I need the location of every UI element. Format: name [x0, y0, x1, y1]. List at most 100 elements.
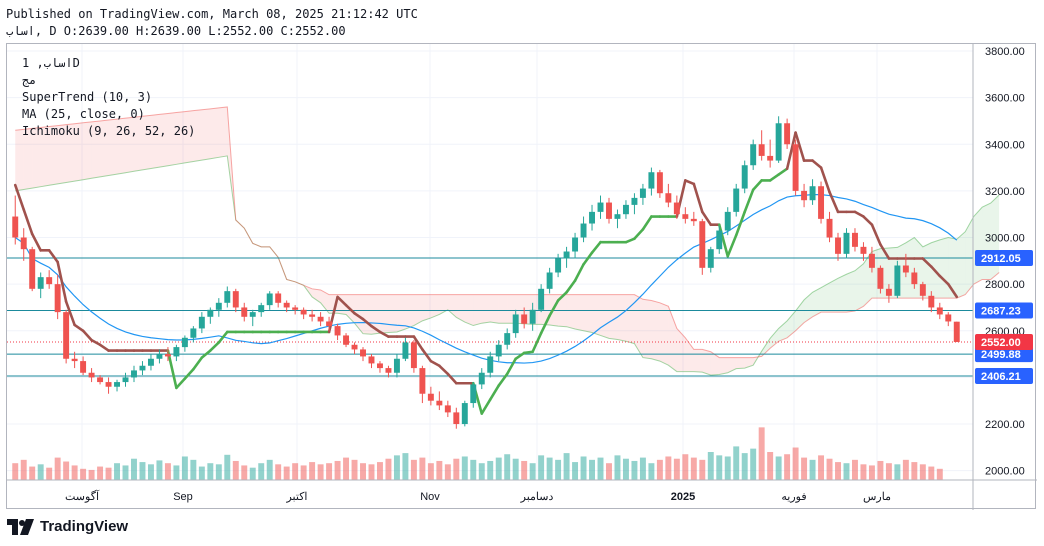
volume-bar [639, 457, 646, 480]
candle [419, 365, 426, 404]
candle-body [351, 344, 358, 350]
volume-bar [444, 464, 451, 480]
candle [275, 291, 282, 308]
candle-body [716, 230, 723, 250]
candle-body [521, 314, 528, 324]
candle [131, 365, 137, 383]
candle-body [300, 309, 307, 315]
ichimoku-cloud-segment [685, 337, 694, 372]
candle [215, 298, 222, 317]
candle-body [181, 337, 188, 348]
candle-body [606, 202, 612, 219]
candle [885, 284, 892, 303]
legend-ma[interactable]: MA (25, close, 0) [22, 107, 145, 121]
legend-symbol-name: مج [22, 73, 37, 87]
candle [173, 344, 180, 362]
candle-body [860, 246, 867, 254]
volume-bar [580, 456, 587, 480]
candle-body [784, 123, 791, 145]
supertrend-segment [726, 233, 738, 258]
volume-bar [750, 448, 757, 480]
candle-body [29, 249, 36, 289]
legend-ichimoku[interactable]: Ichimoku (9, 26, 52, 26) [22, 124, 196, 138]
chart-canvas[interactable]: 2000.002200.002400.002600.002800.003000.… [7, 44, 1037, 510]
candle [164, 347, 171, 362]
volume-bar [37, 464, 44, 480]
price-tick-label: 2200.00 [985, 419, 1025, 431]
supertrend-segment [378, 330, 390, 338]
ichimoku-cloud-segment [948, 237, 957, 299]
supertrend-segment [938, 274, 950, 286]
volume-bar [860, 464, 867, 480]
volume-bar [402, 453, 409, 480]
ichimoku-cloud-segment [201, 108, 211, 161]
supertrend-segment [768, 173, 780, 182]
volume-bar [555, 459, 562, 480]
supertrend-segment [446, 372, 458, 385]
candle-body [818, 186, 825, 219]
volume-bar [241, 465, 248, 480]
price-tag-bg [975, 302, 1033, 319]
volume-bar [529, 463, 536, 480]
supertrend-segment [344, 303, 356, 315]
supertrend-segment [734, 210, 747, 237]
candle [563, 246, 570, 268]
candle [529, 302, 536, 331]
volume-bar [410, 459, 417, 480]
candle-body [385, 368, 392, 373]
candle-body [690, 218, 697, 222]
ichimoku-cloud-segment [396, 294, 406, 332]
ma-line [14, 194, 958, 364]
legend-supertrend[interactable]: SuperTrend (10, 3) [22, 90, 153, 104]
volume-bar [461, 456, 468, 480]
volume-bar [614, 455, 621, 480]
candle [699, 218, 706, 275]
supertrend-segment [13, 183, 26, 211]
price-tick-label: 3600.00 [985, 93, 1025, 105]
supertrend-segment [862, 215, 874, 226]
supertrend-segment [353, 311, 365, 321]
candle [224, 286, 231, 308]
tradingview-logo-text: TradingView [40, 518, 129, 535]
candle [402, 337, 409, 362]
ichimoku-cloud-segment [676, 328, 686, 372]
legend-symbol: اساب, 1D [22, 56, 80, 70]
ichimoku-cloud-segment [770, 328, 779, 349]
supertrend-segment [751, 179, 763, 192]
ichimoku-cloud-segment [575, 294, 584, 331]
chart-frame[interactable]: 2000.002200.002400.002600.002800.003000.… [6, 43, 1037, 510]
ichimoku-cloud-segment [651, 300, 660, 362]
volume-bar [114, 463, 120, 480]
candle-body [622, 204, 629, 215]
supertrend-segment [497, 372, 509, 387]
candle [266, 291, 273, 310]
ichimoku-cloud-segment [439, 294, 448, 315]
candle [835, 232, 841, 261]
volume-bar [936, 468, 943, 480]
supertrend-segment [514, 351, 526, 361]
ichimoku-cloud-segment [15, 129, 24, 191]
candle-body [436, 400, 443, 406]
candle [741, 160, 748, 194]
volume-bar [283, 466, 290, 480]
ichimoku-cloud-segment [100, 120, 109, 177]
volume-bar [20, 459, 27, 480]
price-tick-label: 3400.00 [985, 139, 1025, 151]
volume-bar [275, 464, 282, 480]
candle-body [733, 188, 740, 212]
supertrend-segment [175, 377, 187, 390]
time-tick-label: آگوست [65, 490, 100, 503]
candle-body [334, 326, 341, 336]
volume-bar [258, 463, 265, 480]
volume-bar [97, 466, 104, 480]
volume-bar [622, 458, 629, 480]
candle-body [843, 232, 850, 254]
published-caption: Published on TradingView.com, March 08, … [6, 7, 418, 21]
candle [46, 270, 53, 289]
supertrend-segment [573, 263, 585, 282]
volume-bar [385, 458, 392, 480]
candle [29, 246, 36, 292]
ichimoku-cloud-segment [592, 294, 601, 336]
candle [37, 272, 44, 299]
ichimoku-cloud-segment [693, 349, 703, 373]
